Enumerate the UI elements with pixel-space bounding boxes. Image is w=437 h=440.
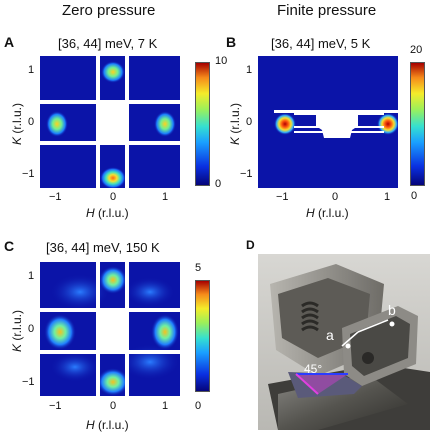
panel-c-cb-max: 5 bbox=[195, 262, 202, 274]
panel-c-colorbar bbox=[195, 280, 210, 392]
y-tick: 0 bbox=[28, 116, 35, 128]
panel-a-cb-min: 0 bbox=[215, 178, 222, 190]
x-tick: −1 bbox=[49, 400, 62, 412]
column-title-finite-pressure: Finite pressure bbox=[277, 2, 377, 19]
panel-a-xlabel: H (r.l.u.) bbox=[86, 206, 129, 220]
x-tick: 0 bbox=[332, 191, 339, 203]
peak-left bbox=[44, 314, 76, 350]
panel-letter-d: D bbox=[246, 238, 255, 252]
peak-top bbox=[99, 266, 127, 294]
panel-c-cb-min: 0 bbox=[195, 400, 202, 412]
y-tick: 1 bbox=[28, 270, 35, 282]
y-tick: −1 bbox=[240, 168, 253, 180]
peak-right bbox=[154, 111, 176, 137]
y-tick: −1 bbox=[22, 376, 35, 388]
x-tick: 1 bbox=[162, 191, 169, 203]
panel-c-title: [36, 44] meV, 150 K bbox=[46, 240, 160, 255]
photo-label-a: a bbox=[326, 327, 334, 343]
x-tick: 1 bbox=[384, 191, 391, 203]
x-tick: −1 bbox=[276, 191, 289, 203]
peak-left bbox=[46, 111, 68, 137]
panel-b-ylabel: K (r.l.u.) bbox=[228, 102, 242, 146]
x-tick: 0 bbox=[110, 400, 117, 412]
peak-right bbox=[377, 113, 398, 135]
panel-b-colorbar bbox=[410, 62, 425, 186]
pressure-cell-photo: a b 45° bbox=[258, 254, 430, 430]
panel-b-heatmap bbox=[258, 56, 398, 188]
panel-a-colorbar bbox=[195, 62, 210, 186]
panel-c-heatmap bbox=[40, 262, 180, 396]
y-tick: −1 bbox=[22, 168, 35, 180]
panel-letter-a: A bbox=[4, 34, 15, 50]
column-title-zero-pressure: Zero pressure bbox=[62, 2, 156, 19]
panel-letter-c: C bbox=[4, 238, 15, 254]
panel-c-xlabel: H (r.l.u.) bbox=[86, 418, 129, 432]
peak-right bbox=[151, 314, 179, 350]
panel-b-title: [36, 44] meV, 5 K bbox=[271, 36, 371, 51]
panel-b-xlabel: H (r.l.u.) bbox=[306, 206, 349, 220]
panel-a-title: [36, 44] meV, 7 K bbox=[58, 36, 158, 51]
y-tick: 1 bbox=[28, 64, 35, 76]
peak-bottom bbox=[97, 368, 129, 396]
x-tick: 1 bbox=[162, 400, 169, 412]
panel-c-ylabel: K (r.l.u.) bbox=[10, 309, 24, 353]
panel-a-heatmap bbox=[40, 56, 180, 188]
panel-b-cb-min: 0 bbox=[411, 190, 418, 202]
peak-left bbox=[274, 113, 296, 135]
photo-label-angle: 45° bbox=[304, 362, 323, 376]
y-tick: 0 bbox=[28, 323, 35, 335]
x-tick: −1 bbox=[49, 191, 62, 203]
peak-top bbox=[101, 61, 125, 83]
y-tick: 0 bbox=[246, 116, 253, 128]
panel-letter-b: B bbox=[226, 34, 237, 50]
panel-b-cb-max: 20 bbox=[410, 44, 423, 56]
x-tick: 0 bbox=[110, 191, 117, 203]
panel-a-cb-max: 10 bbox=[215, 55, 228, 67]
peak-bottom bbox=[100, 167, 126, 188]
panel-a-ylabel: K (r.l.u.) bbox=[10, 102, 24, 146]
y-tick: 1 bbox=[246, 64, 253, 76]
photo-label-b: b bbox=[388, 302, 396, 318]
